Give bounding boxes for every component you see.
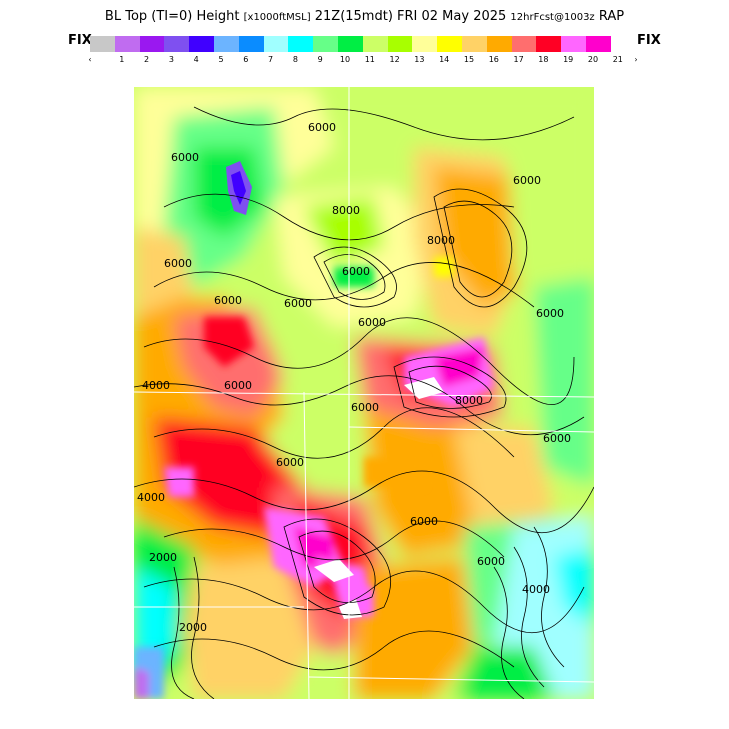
contour-label: 6000 <box>214 294 242 307</box>
legend-swatch <box>511 36 537 52</box>
legend-tick-label: 1 <box>119 55 125 64</box>
title-main: BL Top (TI=0) Height <box>104 9 240 24</box>
legend-tick-label: 20 <box>587 55 599 64</box>
legend-swatch <box>536 36 562 52</box>
contour-label: 6000 <box>164 257 192 270</box>
legend-tick-label: 19 <box>563 55 574 64</box>
contour-label: 6000 <box>171 151 199 164</box>
legend-tick-label: 7 <box>268 55 274 64</box>
legend-arrow-right: › <box>634 55 638 64</box>
contour-label: 6000 <box>276 456 304 469</box>
contour-label: 8000 <box>332 204 360 217</box>
contour-label: 6000 <box>351 401 379 414</box>
legend-tick-label: 4 <box>193 55 199 64</box>
contour-label: 2000 <box>149 551 177 564</box>
contour-label: 6000 <box>477 555 505 568</box>
contour-label: 4000 <box>522 583 550 596</box>
title-model: RAP <box>598 9 625 24</box>
contour-label: 4000 <box>142 379 170 392</box>
legend-tick-label: 5 <box>218 55 224 64</box>
legend-tick-label: 3 <box>168 55 174 64</box>
contour-label: 6000 <box>358 316 386 329</box>
title-forecast: 12hrFcst@1003z <box>510 12 595 23</box>
legend-swatch <box>90 36 115 52</box>
contour-label: 6000 <box>308 121 336 134</box>
legend-tick-label: 14 <box>439 55 450 64</box>
legend-tick-label: 9 <box>317 55 323 64</box>
legend-tick-label: 13 <box>414 55 425 64</box>
legend-swatch <box>164 36 190 52</box>
legend-swatch <box>561 36 586 52</box>
legend-swatch <box>486 36 512 52</box>
legend-fix-right: FIX <box>637 33 661 48</box>
contour-label-layer: 6000 6000 6000 6000 6000 6000 6000 6000 6000 6000… <box>137 121 571 634</box>
contour-label: 6000 <box>224 379 252 392</box>
legend-swatch <box>213 36 239 52</box>
legend-swatch <box>189 36 214 52</box>
map-title: BL Top (TI=0) Height [x1000ftMSL] 21Z(15… <box>0 9 729 24</box>
legend-tick-label: 21 <box>612 55 623 64</box>
legend-tick-label: 6 <box>243 55 249 64</box>
legend-swatch <box>263 36 289 52</box>
legend-swatch <box>412 36 438 52</box>
contour-label: 2000 <box>179 621 207 634</box>
legend-swatch <box>461 36 487 52</box>
legend-tick-label: 2 <box>144 55 150 64</box>
state-boundaries <box>134 87 594 699</box>
legend-swatch <box>288 36 314 52</box>
legend-tick-label: 10 <box>339 55 351 64</box>
legend-fix-left: FIX <box>68 33 92 48</box>
color-legend <box>90 36 611 52</box>
legend-swatch <box>313 36 338 52</box>
legend-swatch <box>585 36 611 52</box>
contour-label: 6000 <box>536 307 564 320</box>
contour-label: 6000 <box>543 432 571 445</box>
contour-label: 6000 <box>342 265 370 278</box>
contour-label: 4000 <box>137 491 165 504</box>
contour-label: 6000 <box>410 515 438 528</box>
legend-tick-label: 18 <box>538 55 549 64</box>
legend-swatch <box>238 36 264 52</box>
title-units: [x1000ftMSL] <box>243 12 311 23</box>
legend-tick-label: 16 <box>488 55 499 64</box>
legend-tick-label: 12 <box>389 55 400 64</box>
legend-arrow-left: ‹ <box>88 55 92 64</box>
contour-label: 8000 <box>427 234 455 247</box>
legend-swatch <box>437 36 462 52</box>
bl-height-map: 6000 6000 6000 6000 6000 6000 6000 6000 6000 6000… <box>134 87 594 699</box>
contour-label: 8000 <box>455 394 483 407</box>
legend-tick-label: 17 <box>513 55 524 64</box>
legend-tick-label: 15 <box>463 55 475 64</box>
legend-ticks: ‹ › 1 2 3 4 5 6 7 8 9 10 11 12 13 14 15 16 17 18 19 20 21 <box>88 55 638 67</box>
legend-swatch <box>337 36 363 52</box>
title-valid: 21Z(15mdt) FRI 02 May 2025 <box>314 9 507 24</box>
contour-label: 6000 <box>513 174 541 187</box>
legend-tick-label: 11 <box>364 55 375 64</box>
legend-swatch <box>387 36 413 52</box>
contour-label: 6000 <box>284 297 312 310</box>
legend-swatch <box>139 36 165 52</box>
legend-tick-label: 8 <box>292 55 298 64</box>
legend-swatch <box>114 36 140 52</box>
legend-swatch <box>362 36 388 52</box>
